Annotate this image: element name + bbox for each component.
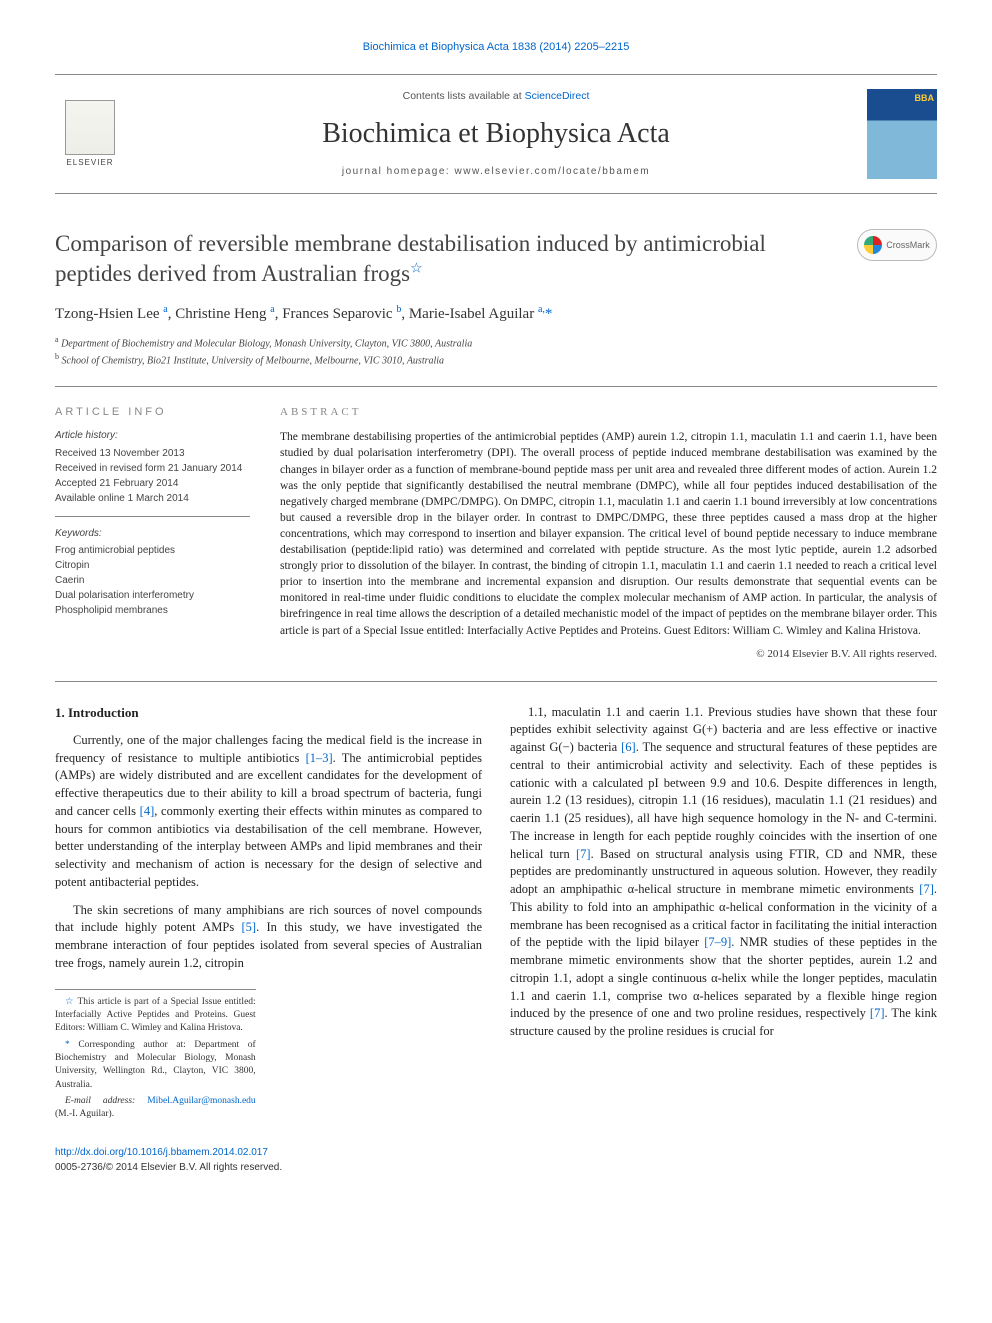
email-person: (M.-I. Aguilar). [55, 1109, 114, 1119]
footnote-corresponding: * Corresponding author at: Department of… [55, 1039, 256, 1092]
journal-homepage-line: journal homepage: www.elsevier.com/locat… [125, 165, 867, 180]
ref-link[interactable]: [6] [621, 740, 636, 754]
ref-link[interactable]: [7] [870, 1006, 885, 1020]
affiliation-line: a Department of Biochemistry and Molecul… [55, 334, 937, 351]
footnotes-block: ☆ This article is part of a Special Issu… [55, 989, 256, 1122]
history-line: Accepted 21 February 2014 [55, 476, 250, 491]
history-line: Received 13 November 2013 [55, 446, 250, 461]
keyword-line: Frog antimicrobial peptides [55, 543, 250, 558]
crossmark-badge[interactable]: CrossMark [857, 229, 937, 261]
ref-link[interactable]: [7] [576, 847, 591, 861]
history-line: Received in revised form 21 January 2014 [55, 461, 250, 476]
homepage-url[interactable]: www.elsevier.com/locate/bbamem [455, 166, 651, 177]
footnote-1-text: This article is part of a Special Issue … [55, 997, 256, 1034]
crossmark-label: CrossMark [886, 239, 930, 252]
email-label: E-mail address: [65, 1096, 147, 1106]
keyword-line: Caerin [55, 573, 250, 588]
footnote-email: E-mail address: Mibel.Aguilar@monash.edu… [55, 1095, 256, 1122]
crossmark-icon [864, 236, 882, 254]
intro-paragraph-2: The skin secretions of many amphibians a… [55, 902, 482, 973]
author-list: Tzong-Hsien Lee a, Christine Heng a, Fra… [55, 303, 937, 326]
ref-link[interactable]: [7] [919, 882, 934, 896]
journal-citation-top: Biochimica et Biophysica Acta 1838 (2014… [55, 40, 937, 56]
affiliations: a Department of Biochemistry and Molecul… [55, 334, 937, 369]
issn-copyright-line: 0005-2736/© 2014 Elsevier B.V. All right… [55, 1162, 282, 1173]
keywords-label: Keywords: [55, 527, 250, 542]
article-title: Comparison of reversible membrane destab… [55, 229, 857, 289]
contents-available-line: Contents lists available at ScienceDirec… [125, 89, 867, 104]
body-column-right: 1.1, maculatin 1.1 and caerin 1.1. Previ… [510, 704, 937, 1125]
keyword-line: Phospholipid membranes [55, 603, 250, 618]
corresponding-email-link[interactable]: Mibel.Aguilar@monash.edu [147, 1096, 255, 1106]
body-column-left: 1. Introduction Currently, one of the ma… [55, 704, 482, 1125]
cover-abbrev: BBA [915, 92, 935, 105]
affiliation-line: b School of Chemistry, Bio21 Institute, … [55, 351, 937, 368]
journal-name: Biochimica et Biophysica Acta [125, 114, 867, 155]
title-footnote-star-icon: ☆ [410, 261, 423, 276]
elsevier-tree-icon [65, 100, 115, 155]
doi-link[interactable]: http://dx.doi.org/10.1016/j.bbamem.2014.… [55, 1147, 268, 1158]
ref-link[interactable]: [1–3] [306, 751, 333, 765]
footnote-2-text: Corresponding author at: Department of B… [55, 1040, 256, 1090]
intro-paragraph-3: 1.1, maculatin 1.1 and caerin 1.1. Previ… [510, 704, 937, 1041]
masthead: ELSEVIER Contents lists available at Sci… [55, 74, 937, 194]
ref-link[interactable]: [5] [242, 920, 257, 934]
star-icon: ☆ [65, 997, 74, 1007]
publisher-logo: ELSEVIER [55, 94, 125, 174]
publisher-name: ELSEVIER [66, 157, 113, 169]
ref-link[interactable]: [4] [140, 804, 155, 818]
abstract-text: The membrane destabilising properties of… [280, 429, 937, 638]
sciencedirect-link[interactable]: ScienceDirect [525, 90, 590, 102]
article-title-text: Comparison of reversible membrane destab… [55, 231, 766, 286]
section-1-heading: 1. Introduction [55, 704, 482, 722]
intro-paragraph-1: Currently, one of the major challenges f… [55, 732, 482, 892]
journal-cover-thumbnail: BBA [867, 89, 937, 179]
footnote-special-issue: ☆ This article is part of a Special Issu… [55, 996, 256, 1036]
homepage-prefix: journal homepage: [342, 166, 455, 177]
article-history-label: Article history: [55, 429, 250, 444]
keyword-line: Dual polarisation interferometry [55, 588, 250, 603]
asterisk-icon: * [65, 1040, 70, 1050]
history-line: Available online 1 March 2014 [55, 491, 250, 506]
ref-link[interactable]: [7–9] [704, 935, 731, 949]
footer-meta: http://dx.doi.org/10.1016/j.bbamem.2014.… [55, 1146, 937, 1175]
contents-prefix: Contents lists available at [403, 90, 525, 102]
article-info-heading: ARTICLE INFO [55, 405, 250, 421]
keyword-line: Citropin [55, 558, 250, 573]
abstract-heading: ABSTRACT [280, 405, 937, 421]
copyright-line: © 2014 Elsevier B.V. All rights reserved… [280, 647, 937, 663]
